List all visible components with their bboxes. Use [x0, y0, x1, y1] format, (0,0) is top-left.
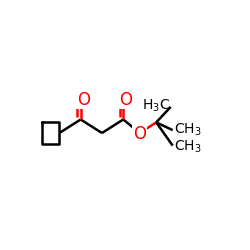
Text: CH$_3$: CH$_3$ — [174, 121, 202, 138]
Text: H$_3$C: H$_3$C — [142, 97, 170, 114]
Text: O: O — [77, 90, 90, 108]
Text: CH$_3$: CH$_3$ — [174, 138, 202, 154]
Text: O: O — [119, 90, 132, 108]
Text: O: O — [133, 124, 146, 142]
